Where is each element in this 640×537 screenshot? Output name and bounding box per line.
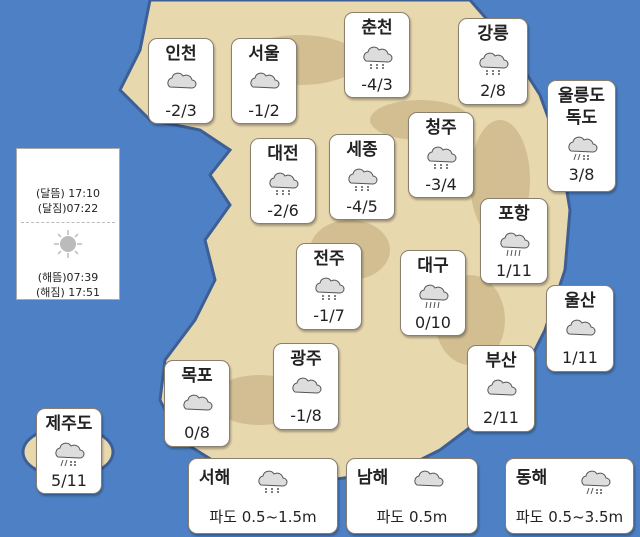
snow-cloud-icon bbox=[269, 172, 299, 195]
cloudy-icon bbox=[566, 319, 596, 336]
moonrise-time: (달뜸) 17:10 bbox=[35, 187, 101, 200]
city-name: 목포 bbox=[181, 366, 213, 386]
city-name: 세종 bbox=[346, 140, 378, 160]
temperature-min-max: -4/3 bbox=[361, 75, 393, 94]
city-name: 포항 bbox=[498, 204, 530, 224]
moon-icon bbox=[58, 158, 77, 180]
snow-cloud-icon bbox=[315, 277, 345, 300]
wave-height: 파도 0.5~1.5m bbox=[209, 508, 317, 526]
rain-cloud-icon bbox=[419, 284, 449, 309]
temperature-min-max: 0/8 bbox=[184, 423, 210, 442]
sea-name: 동해 bbox=[516, 468, 548, 488]
sea-name: 서해 bbox=[199, 468, 231, 488]
temperature-min-max: -4/5 bbox=[346, 197, 378, 216]
sleet-cloud-icon bbox=[55, 442, 85, 467]
sleet-cloud-icon bbox=[581, 470, 611, 495]
city-card[interactable]: 전주 -1/7 bbox=[296, 243, 362, 330]
temperature-min-max: -2/3 bbox=[165, 101, 197, 120]
temperature-min-max: -2/6 bbox=[267, 201, 299, 220]
temperature-min-max: 1/11 bbox=[496, 261, 532, 280]
city-name: 대구 bbox=[417, 256, 449, 276]
snow-cloud-icon bbox=[479, 52, 509, 75]
sunset-time: (해짐) 17:51 bbox=[35, 286, 101, 299]
city-name: 울릉도 bbox=[558, 86, 605, 106]
city-name-2: 독도 bbox=[565, 108, 598, 128]
city-name: 울산 bbox=[564, 291, 596, 311]
cloudy-icon bbox=[487, 379, 517, 396]
city-card[interactable]: 포항 1/11 bbox=[480, 198, 548, 284]
city-name: 광주 bbox=[290, 349, 322, 369]
city-name: 춘천 bbox=[361, 18, 393, 38]
city-card[interactable]: 울산 1/11 bbox=[546, 285, 614, 372]
cloudy-icon bbox=[292, 377, 322, 394]
rain-cloud-icon bbox=[500, 232, 530, 257]
wave-height: 파도 0.5m bbox=[376, 508, 448, 526]
city-card[interactable]: 광주 -1/8 bbox=[273, 343, 339, 430]
moonset-time: (달짐)07:22 bbox=[37, 202, 99, 215]
city-card[interactable]: 강릉 2/8 bbox=[458, 18, 528, 105]
wave-height: 파도 0.5~3.5m bbox=[515, 508, 624, 526]
cloudy-icon bbox=[167, 72, 197, 89]
temperature-min-max: -1/2 bbox=[248, 101, 280, 120]
cloudy-icon bbox=[183, 394, 213, 411]
city-name: 전주 bbox=[313, 249, 345, 269]
snow-cloud-icon bbox=[363, 46, 393, 69]
city-card[interactable]: 울릉도 독도 3/8 bbox=[547, 80, 616, 192]
snow-cloud-icon bbox=[427, 146, 457, 169]
city-name: 청주 bbox=[425, 118, 457, 138]
temperature-min-max: 5/11 bbox=[51, 471, 87, 490]
snow-cloud-icon bbox=[258, 470, 288, 493]
city-card[interactable]: 청주 -3/4 bbox=[408, 112, 474, 198]
moon-sun-panel: (달뜸) 17:10 (달짐)07:22 (해뜸)07:39 (해짐) 17:5… bbox=[16, 148, 120, 300]
city-card[interactable]: 목포 0/8 bbox=[164, 360, 230, 447]
temperature-min-max: 1/11 bbox=[562, 348, 598, 367]
temperature-min-max: -1/8 bbox=[290, 406, 322, 425]
temperature-min-max: -3/4 bbox=[425, 175, 457, 194]
temperature-min-max: -1/7 bbox=[313, 306, 345, 325]
city-card[interactable]: 서울 -1/2 bbox=[231, 38, 297, 124]
city-name: 인천 bbox=[165, 44, 197, 64]
divider bbox=[21, 222, 115, 223]
city-card[interactable]: 제주도 5/11 bbox=[36, 408, 102, 494]
city-name: 강릉 bbox=[477, 24, 509, 44]
city-card[interactable]: 대구 0/10 bbox=[400, 250, 466, 336]
cloudy-icon bbox=[414, 470, 444, 487]
sleet-cloud-icon bbox=[567, 136, 597, 161]
cloudy-icon bbox=[250, 72, 280, 89]
sea-name: 남해 bbox=[357, 468, 389, 488]
city-card[interactable]: 세종 -4/5 bbox=[329, 134, 395, 220]
snow-cloud-icon bbox=[348, 168, 378, 191]
sun-icon bbox=[54, 230, 82, 258]
temperature-min-max: 0/10 bbox=[415, 313, 451, 332]
city-name: 대전 bbox=[267, 144, 299, 164]
city-card[interactable]: 인천 -2/3 bbox=[148, 38, 214, 124]
city-name: 서울 bbox=[248, 44, 280, 64]
temperature-min-max: 3/8 bbox=[568, 165, 595, 184]
sunrise-time: (해뜸)07:39 bbox=[37, 271, 99, 284]
city-name: 제주도 bbox=[45, 414, 93, 434]
city-card[interactable]: 춘천 -4/3 bbox=[344, 12, 410, 98]
temperature-min-max: 2/11 bbox=[483, 408, 519, 427]
city-card[interactable]: 부산 2/11 bbox=[467, 345, 535, 432]
city-name: 부산 bbox=[485, 351, 517, 371]
city-card[interactable]: 대전 -2/6 bbox=[250, 138, 316, 224]
temperature-min-max: 2/8 bbox=[480, 81, 506, 100]
